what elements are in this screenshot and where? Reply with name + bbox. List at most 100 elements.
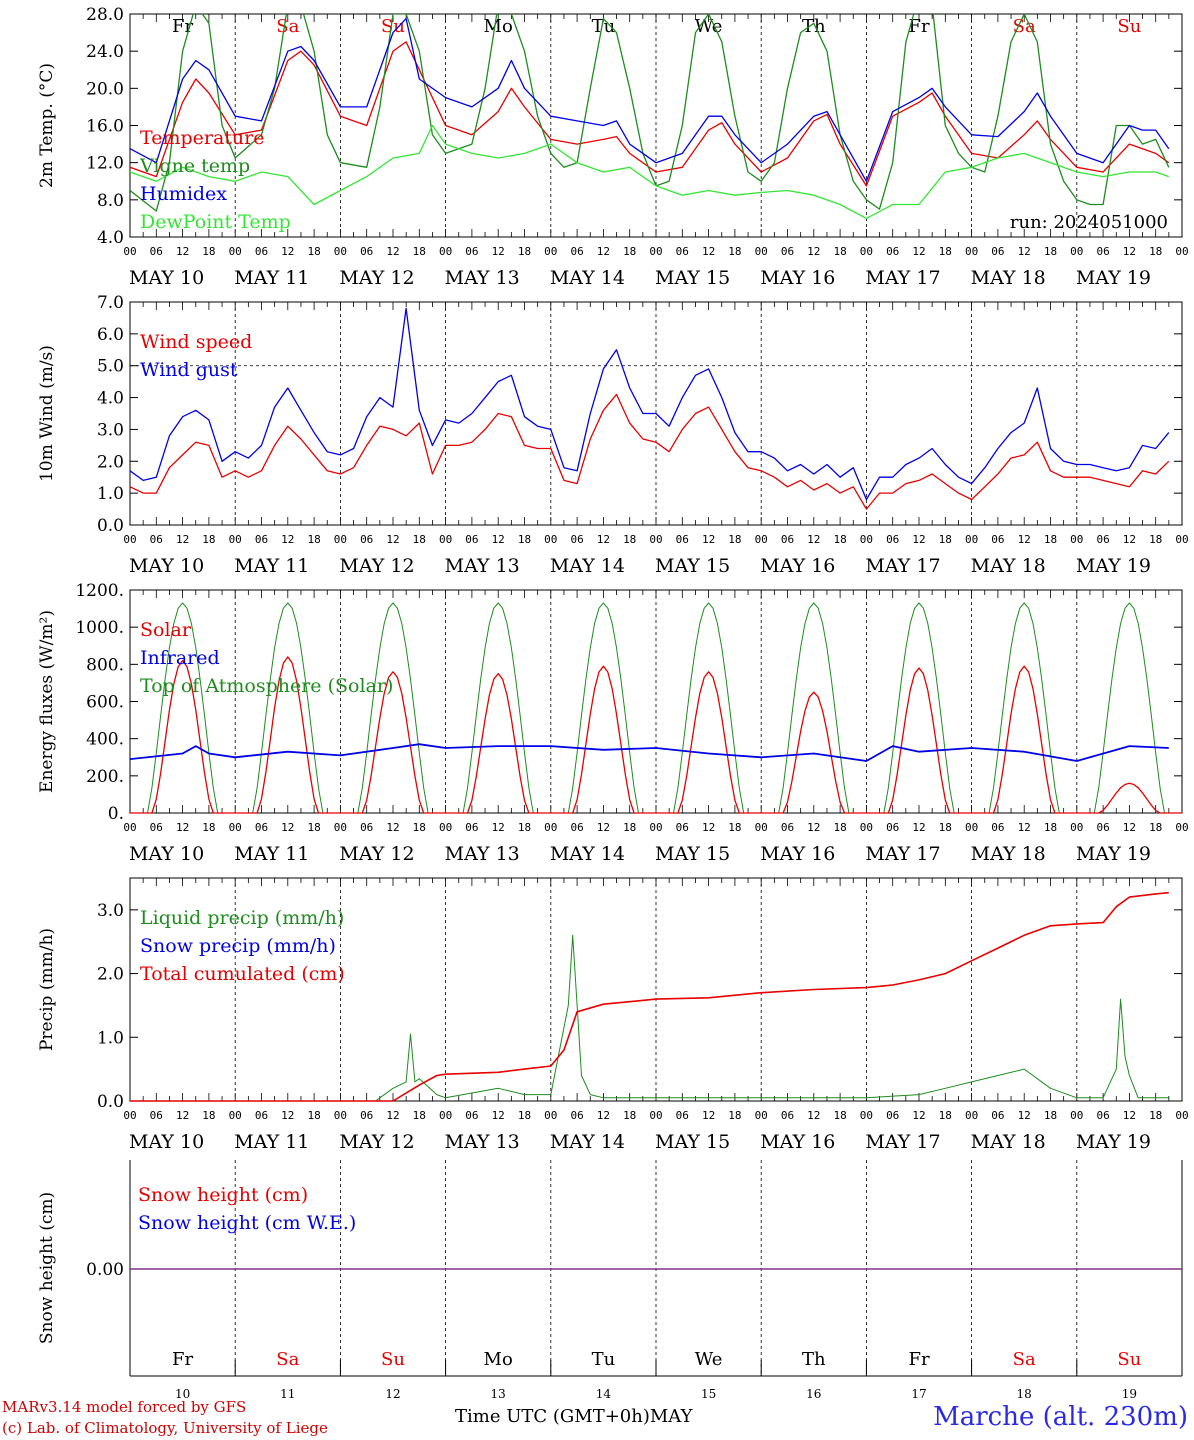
model-credit: MARv3.14 model forced by GFS <box>2 1398 247 1416</box>
hour-tick-label: 06 <box>676 533 689 546</box>
weekday-label: Tu <box>592 16 616 37</box>
date-label: MAY 16 <box>760 555 835 577</box>
hour-tick-label: 12 <box>702 533 715 546</box>
hour-tick-label: 06 <box>360 533 373 546</box>
hour-tick-label: 00 <box>439 245 452 258</box>
legend-entry: DewPoint Temp <box>140 211 291 233</box>
hour-tick-label: 18 <box>623 1109 636 1122</box>
hour-tick-label: 06 <box>676 821 689 834</box>
hour-tick-label: 18 <box>202 1109 215 1122</box>
hour-tick-label: 06 <box>360 245 373 258</box>
hour-tick-label: 18 <box>1044 245 1057 258</box>
weekday-label: Th <box>802 16 826 37</box>
hour-tick-label: 12 <box>281 245 294 258</box>
y-axis-label: Energy fluxes (W/m²) <box>37 610 57 793</box>
series-humidex <box>130 17 1170 182</box>
hour-tick-label: 12 <box>1018 821 1031 834</box>
series-solar <box>130 656 1182 814</box>
day-number: 16 <box>806 1387 821 1401</box>
y-tick-label: 0.0 <box>97 1092 124 1112</box>
temperature-lines <box>130 14 1170 220</box>
hour-tick-label: 06 <box>360 1109 373 1122</box>
hour-tick-label: 00 <box>334 533 347 546</box>
hour-tick-label: 06 <box>1096 1109 1109 1122</box>
hour-tick-label: 00 <box>965 533 978 546</box>
hour-tick-label: 00 <box>123 533 136 546</box>
hour-tick-label: 06 <box>255 821 268 834</box>
y-tick-label: 12.0 <box>86 154 124 174</box>
date-label: MAY 16 <box>760 1131 835 1153</box>
hour-tick-label: 18 <box>939 821 952 834</box>
weekday-label: Sa <box>276 16 299 37</box>
hour-tick-label: 06 <box>676 245 689 258</box>
hour-tick-label: 00 <box>229 821 242 834</box>
hour-tick-label: 12 <box>176 245 189 258</box>
y-tick-label: 3.0 <box>97 420 124 440</box>
hour-tick-label: 12 <box>386 821 399 834</box>
station-name: Marche (alt. 230m) <box>933 1402 1188 1432</box>
precip-panel: 0.0 1.0 2.0 3.0 Precip (mm/h) Liquid precip (… <box>37 877 1189 1153</box>
y-tick-label: 3.0 <box>97 901 124 921</box>
hour-tick-label: 12 <box>912 245 925 258</box>
y-tick-label: 200. <box>86 767 124 787</box>
weekday-label: Sa <box>1013 1349 1036 1370</box>
hour-tick-label: 06 <box>886 245 899 258</box>
hour-tick-label: 00 <box>755 1109 768 1122</box>
legend-entry: Snow precip (mm/h) <box>140 935 336 957</box>
hour-tick-label: 00 <box>1070 821 1083 834</box>
series-vigne-temp <box>130 14 1170 212</box>
hour-tick-label: 18 <box>518 1109 531 1122</box>
hour-tick-label: 18 <box>518 821 531 834</box>
hour-tick-label: 06 <box>465 245 478 258</box>
hour-tick-label: 00 <box>860 1109 873 1122</box>
date-label: MAY 18 <box>971 1131 1046 1153</box>
date-label: MAY 11 <box>234 267 309 289</box>
y-tick-label: 600. <box>86 693 124 713</box>
y-tick-label: 16.0 <box>86 117 124 137</box>
hour-tick-label: 12 <box>176 533 189 546</box>
hour-tick-label: 12 <box>1123 1109 1136 1122</box>
hour-tick-label: 18 <box>413 533 426 546</box>
y-tick-label: 2.0 <box>97 452 124 472</box>
weekday-label: Fr <box>172 16 193 37</box>
date-label: MAY 11 <box>234 1131 309 1153</box>
weekday-label: Sa <box>276 1349 299 1370</box>
hour-tick-label: 00 <box>649 245 662 258</box>
series-infrared <box>129 743 1169 762</box>
legend-entry: Total cumulated (cm) <box>140 963 345 985</box>
y-tick-label: 4.0 <box>97 389 124 409</box>
legend-entry: Wind gust <box>140 359 238 381</box>
date-label: MAY 12 <box>339 267 414 289</box>
weekday-label: Fr <box>908 16 929 37</box>
date-label: MAY 13 <box>445 1131 520 1153</box>
hour-tick-label: 18 <box>307 821 320 834</box>
hour-tick-label: 00 <box>649 533 662 546</box>
legend-entry: Liquid precip (mm/h) <box>140 907 344 929</box>
weekday-label: Tu <box>592 1349 616 1370</box>
date-label: MAY 11 <box>234 843 309 865</box>
hour-tick-label: 12 <box>492 1109 505 1122</box>
weekday-label: Fr <box>172 1349 193 1370</box>
hour-tick-label: 18 <box>833 533 846 546</box>
date-label: MAY 15 <box>655 555 730 577</box>
hour-tick-label: 00 <box>1175 533 1188 546</box>
hour-tick-label: 06 <box>570 533 583 546</box>
hour-tick-label: 06 <box>781 245 794 258</box>
hour-tick-label: 00 <box>1070 1109 1083 1122</box>
legend-entry: Snow height (cm) <box>138 1184 308 1206</box>
hour-tick-label: 12 <box>1123 533 1136 546</box>
hour-tick-label: 12 <box>176 821 189 834</box>
legend-entry: Solar <box>140 619 192 641</box>
hour-tick-label: 06 <box>150 245 163 258</box>
hour-tick-label: 00 <box>649 1109 662 1122</box>
hour-tick-label: 18 <box>1044 1109 1057 1122</box>
hour-tick-label: 12 <box>386 245 399 258</box>
hour-tick-label: 18 <box>1149 245 1162 258</box>
weekday-label: Sa <box>1013 16 1036 37</box>
wind-panel: 0.0 1.0 2.0 3.0 4.0 5.0 6.0 7.0 10m Wind (m/s) Wi… <box>37 293 1189 577</box>
hour-tick-label: 12 <box>807 533 820 546</box>
date-label: MAY 14 <box>550 1131 625 1153</box>
date-label: MAY 12 <box>339 843 414 865</box>
date-label: MAY 13 <box>445 267 520 289</box>
hour-tick-label: 06 <box>781 821 794 834</box>
